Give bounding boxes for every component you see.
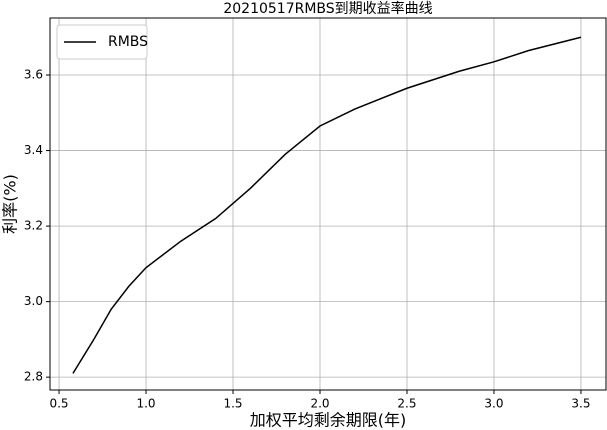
y-tick-label: 3.0 xyxy=(24,294,43,308)
x-tick-label: 3.0 xyxy=(484,397,503,411)
plot-frame xyxy=(49,17,607,391)
legend-label: RMBS xyxy=(108,34,148,50)
x-tick-label: 2.5 xyxy=(397,397,416,411)
y-tick-label: 2.8 xyxy=(24,370,43,384)
x-axis-label: 加权平均剩余期限(年) xyxy=(250,411,407,430)
x-tick-label: 0.5 xyxy=(49,397,68,411)
data-line xyxy=(72,36,582,374)
x-tick-label: 3.5 xyxy=(571,397,590,411)
y-tick-label: 3.4 xyxy=(24,143,43,157)
legend-box xyxy=(56,24,148,60)
x-tick-label: 1.5 xyxy=(223,397,242,411)
x-tick-label: 2.0 xyxy=(310,397,329,411)
y-axis-label: 利率(%) xyxy=(1,174,20,234)
y-tick-label: 3.2 xyxy=(24,219,43,233)
y-tick-label: 3.6 xyxy=(24,68,43,82)
chart-title: 20210517RMBS到期收益率曲线 xyxy=(223,0,432,17)
x-tick-label: 1.0 xyxy=(136,397,155,411)
